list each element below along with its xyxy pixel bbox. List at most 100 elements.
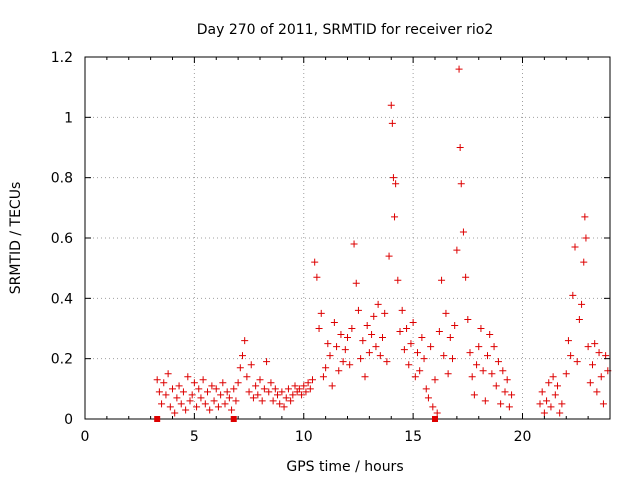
- data-point: [403, 325, 411, 332]
- data-point: [212, 385, 220, 393]
- data-point: [473, 361, 481, 369]
- data-point: [414, 349, 421, 357]
- data-point: [223, 388, 231, 396]
- data-point: [545, 379, 553, 387]
- data-point: [455, 65, 463, 73]
- data-point: [306, 385, 314, 393]
- data-point: [573, 358, 581, 366]
- data-point: [374, 300, 382, 308]
- data-point: [549, 373, 557, 381]
- data-point: [352, 279, 360, 287]
- data-point: [569, 291, 577, 299]
- data-point: [593, 388, 601, 396]
- data-point: [230, 385, 238, 393]
- data-point: [214, 403, 222, 411]
- data-point: [595, 349, 603, 357]
- data-point: [188, 391, 196, 399]
- data-point: [400, 346, 408, 354]
- data-point: [387, 101, 395, 109]
- data-point: [317, 309, 325, 317]
- data-point: [418, 334, 426, 342]
- data-point: [269, 397, 277, 405]
- data-point: [232, 397, 240, 405]
- data-point: [466, 349, 474, 357]
- data-point: [311, 258, 319, 266]
- data-point: [298, 391, 306, 399]
- data-point: [486, 331, 494, 339]
- data-point: [173, 394, 181, 402]
- data-point: [291, 382, 299, 390]
- data-point: [449, 355, 456, 363]
- data-point: [300, 382, 308, 390]
- data-point: [477, 325, 485, 332]
- data-point: [479, 367, 487, 375]
- data-point: [391, 213, 399, 221]
- data-point: [328, 382, 336, 390]
- data-point: [241, 337, 249, 345]
- data-point: [158, 400, 166, 408]
- data-point: [481, 397, 489, 405]
- data-point: [536, 400, 544, 408]
- data-point: [225, 394, 233, 402]
- data-point: [309, 376, 316, 384]
- data-point: [252, 382, 260, 390]
- data-point: [396, 328, 404, 336]
- data-point: [175, 382, 183, 390]
- data-point: [267, 379, 275, 387]
- data-point: [263, 358, 271, 366]
- data-point: [407, 340, 415, 348]
- x-tick-label: 10: [295, 429, 313, 445]
- y-tick-label: 0.2: [51, 352, 73, 368]
- data-point: [368, 331, 376, 339]
- y-tick-label: 0.4: [51, 291, 73, 307]
- data-point: [501, 388, 509, 396]
- data-point: [584, 343, 592, 351]
- data-point: [190, 379, 198, 387]
- data-point: [547, 403, 555, 411]
- data-point: [508, 391, 516, 399]
- data-point: [337, 331, 345, 339]
- data-point: [462, 273, 470, 281]
- data-point: [169, 385, 176, 393]
- data-point: [171, 409, 179, 417]
- data-point: [503, 376, 511, 384]
- data-point: [475, 343, 483, 351]
- x-tick-labels: 0 5 10 15 20: [81, 429, 532, 445]
- data-point: [249, 394, 257, 402]
- y-tick-label: 0.6: [51, 231, 73, 247]
- data-point: [179, 388, 187, 396]
- data-point: [346, 361, 354, 369]
- data-point: [484, 352, 491, 360]
- data-point: [162, 391, 170, 399]
- data-point: [440, 352, 448, 360]
- data-point: [381, 309, 389, 317]
- x-tick-label: 5: [190, 429, 199, 445]
- data-point: [186, 397, 194, 405]
- data-point: [488, 370, 496, 378]
- data-point: [357, 355, 365, 363]
- data-point: [558, 400, 566, 408]
- data-point: [155, 388, 163, 396]
- data-point: [385, 252, 393, 260]
- x-tick-label: 20: [514, 429, 532, 445]
- data-point: [319, 373, 327, 381]
- data-point: [405, 361, 413, 369]
- axis-markers: [154, 416, 438, 422]
- data-point: [287, 397, 295, 405]
- data-point: [182, 406, 190, 414]
- data-point: [177, 400, 185, 408]
- data-point: [543, 397, 551, 405]
- data-point: [341, 346, 349, 354]
- data-point: [468, 373, 476, 381]
- data-point: [284, 385, 292, 393]
- grid-lines: [85, 57, 610, 419]
- data-point: [457, 180, 465, 188]
- data-point: [383, 358, 391, 366]
- data-point: [221, 400, 229, 408]
- data-point: [271, 385, 279, 393]
- data-point: [578, 300, 586, 308]
- data-point: [597, 373, 605, 381]
- data-point: [497, 400, 505, 408]
- data-point: [184, 373, 192, 381]
